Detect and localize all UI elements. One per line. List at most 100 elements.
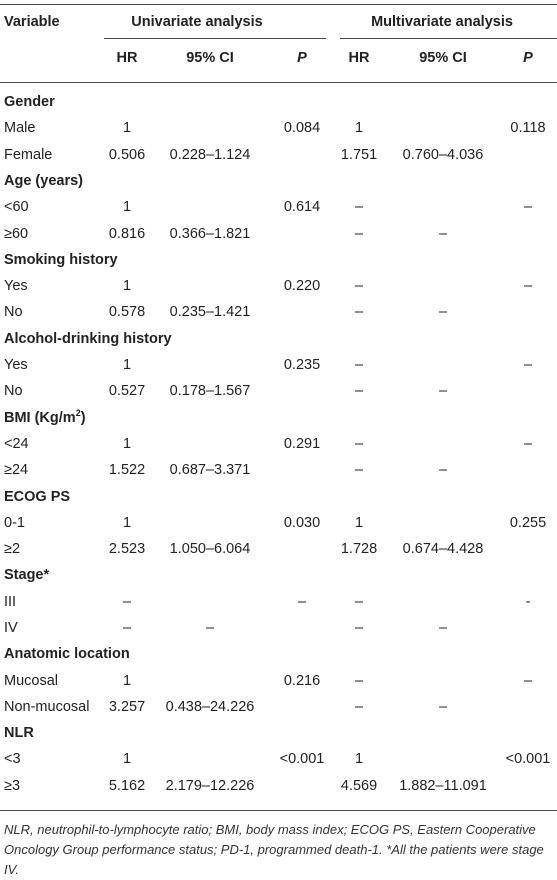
cell-u-ci: 0.178–1.567 <box>169 383 251 399</box>
group-title-text: Gender <box>4 94 55 110</box>
cell-m-ci: 0.674–4.428 <box>402 541 484 557</box>
group-title-text: Age (years) <box>4 173 83 189</box>
multivariate-underline <box>340 38 557 39</box>
row-label: Male <box>4 120 36 136</box>
cell-m-p: – <box>523 436 533 452</box>
group-title-text: NLR <box>4 725 34 741</box>
cell-u-hr: 0.506 <box>108 147 146 163</box>
group-title-text: Alcohol-drinking history <box>4 331 172 347</box>
cell-m-ci: – <box>438 699 448 715</box>
row-label: Non-mucosal <box>4 699 90 715</box>
header-univariate: Univariate analysis <box>131 14 263 30</box>
cell-m-hr: – <box>354 620 364 636</box>
cell-u-p: – <box>297 594 307 610</box>
cell-u-hr: 3.257 <box>108 699 146 715</box>
group-title: ECOG PS <box>4 488 70 506</box>
cell-u-hr: 0.578 <box>108 304 146 320</box>
cell-u-hr: 1 <box>122 278 132 294</box>
cell-u-p: 0.614 <box>283 199 321 215</box>
cell-m-hr: – <box>354 673 364 689</box>
cell-m-hr: 1.728 <box>340 541 378 557</box>
cell-u-hr: 1 <box>122 515 132 531</box>
group-title: NLR <box>4 724 34 742</box>
group-title: Alcohol-drinking history <box>4 330 172 348</box>
cell-m-p: – <box>523 199 533 215</box>
cell-m-hr: 4.569 <box>340 778 378 794</box>
cell-u-p: 0.084 <box>283 120 321 136</box>
group-title-sup: 2 <box>75 408 81 419</box>
cell-u-ci: 0.235–1.421 <box>169 304 251 320</box>
cell-m-hr: – <box>354 357 364 373</box>
header-m-p: P <box>523 50 533 66</box>
row-label: ≥60 <box>4 226 29 242</box>
cell-u-hr: – <box>122 620 132 636</box>
cell-u-p: 0.030 <box>283 515 321 531</box>
cell-m-p: – <box>523 357 533 373</box>
cell-u-hr: 2.523 <box>108 541 146 557</box>
group-title-text: Anatomic location <box>4 646 130 662</box>
cell-u-hr: 1 <box>122 357 132 373</box>
cell-m-ci: – <box>438 620 448 636</box>
cell-m-p: - <box>525 594 531 610</box>
cell-u-hr: 0.527 <box>108 383 146 399</box>
cell-m-hr: 1 <box>354 120 364 136</box>
header-multivariate: Multivariate analysis <box>371 14 513 30</box>
cell-m-hr: – <box>354 278 364 294</box>
row-label: Female <box>4 147 53 163</box>
cell-u-hr: 1 <box>122 436 132 452</box>
group-title: Smoking history <box>4 251 118 269</box>
row-label: ≥2 <box>4 541 21 557</box>
cell-m-ci: – <box>438 462 448 478</box>
cell-m-ci: – <box>438 383 448 399</box>
cell-u-ci: 0.438–24.226 <box>165 699 255 715</box>
cell-m-p: <0.001 <box>505 751 551 767</box>
cell-m-hr: – <box>354 304 364 320</box>
univariate-underline <box>104 38 326 39</box>
cell-m-ci: 1.882–11.091 <box>399 778 487 794</box>
group-title-text: BMI (Kg/m <box>4 410 76 426</box>
row-label: III <box>4 594 17 610</box>
row-label: IV <box>4 620 18 636</box>
header-u-ci: 95% CI <box>186 50 234 66</box>
group-title: BMI (Kg/m2) <box>4 409 86 427</box>
group-title: Stage* <box>4 566 49 584</box>
header-u-hr: HR <box>116 50 138 66</box>
cell-u-ci: – <box>205 620 215 636</box>
cell-u-hr: 1.522 <box>108 462 146 478</box>
cell-m-hr: – <box>354 199 364 215</box>
cell-u-p: 0.235 <box>283 357 321 373</box>
header-m-hr: HR <box>348 50 370 66</box>
header-rule <box>0 82 557 83</box>
cell-u-ci: 0.366–1.821 <box>169 226 251 242</box>
cell-m-hr: – <box>354 226 364 242</box>
cell-m-p: – <box>523 278 533 294</box>
cell-u-hr: 0.816 <box>108 226 146 242</box>
row-label: Mucosal <box>4 673 58 689</box>
cell-m-hr: – <box>354 462 364 478</box>
header-m-ci: 95% CI <box>419 50 467 66</box>
row-label: Yes <box>4 278 28 294</box>
cell-m-p: – <box>523 673 533 689</box>
cell-u-hr: 1 <box>122 673 132 689</box>
cell-m-ci: – <box>438 304 448 320</box>
cell-m-ci: 0.760–4.036 <box>402 147 484 163</box>
row-label: <3 <box>4 751 21 767</box>
cell-m-hr: – <box>354 436 364 452</box>
cell-m-hr: 1 <box>354 751 364 767</box>
group-title: Age (years) <box>4 172 83 190</box>
cell-u-p: 0.291 <box>283 436 321 452</box>
cell-u-ci: 0.687–3.371 <box>169 462 251 478</box>
cell-u-p: <0.001 <box>279 751 325 767</box>
cell-u-p: 0.220 <box>283 278 321 294</box>
group-title-end: ) <box>80 410 86 426</box>
cell-m-hr: 1.751 <box>340 147 378 163</box>
cell-u-hr: 1 <box>122 751 132 767</box>
group-title: Gender <box>4 93 55 111</box>
cell-u-hr: – <box>122 594 132 610</box>
row-label: 0-1 <box>4 515 25 531</box>
cell-u-ci: 0.228–1.124 <box>169 147 251 163</box>
row-label: Yes <box>4 357 28 373</box>
cell-m-hr: – <box>354 699 364 715</box>
top-rule <box>0 4 557 5</box>
group-title-text: Smoking history <box>4 252 118 268</box>
